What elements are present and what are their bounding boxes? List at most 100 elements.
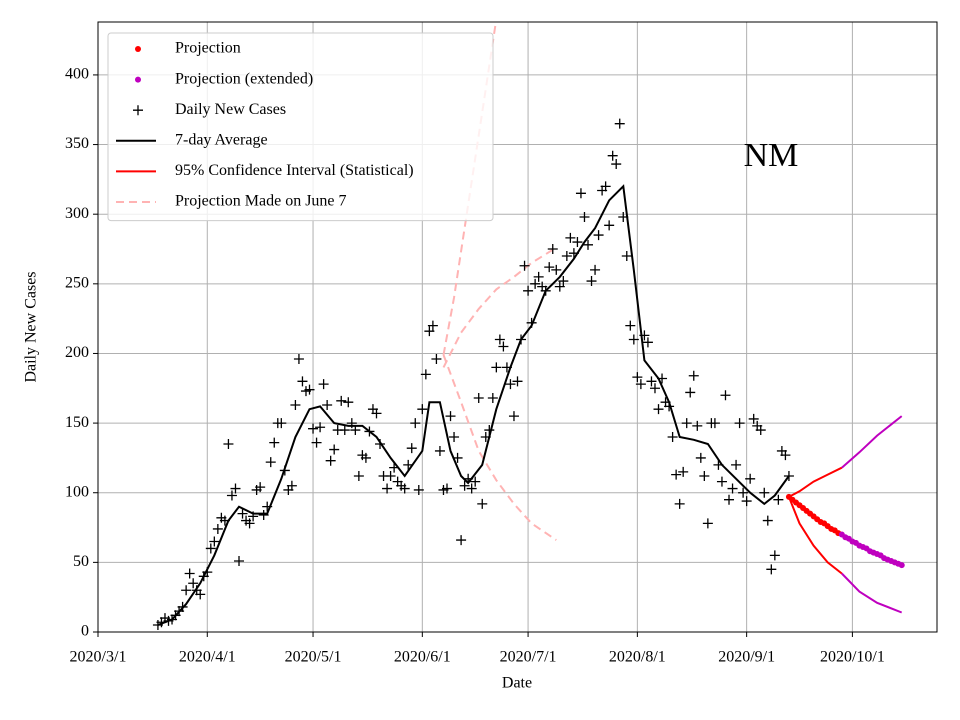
case-marker: [614, 118, 625, 129]
axes: 2020/3/1 2020/4/1 2020/5/1 2020/6/1 2020/7/1…: [65, 21, 938, 666]
case-marker: [720, 390, 731, 401]
x-tick-label: 2020/3/1: [70, 649, 127, 666]
case-marker: [205, 543, 216, 554]
grid: [97, 22, 937, 633]
case-marker: [671, 469, 682, 480]
case-marker: [741, 496, 752, 507]
case-marker: [554, 281, 565, 292]
case-marker: [678, 466, 689, 477]
case-marker: [551, 264, 562, 275]
case-marker: [487, 393, 498, 404]
case-marker: [607, 150, 618, 161]
legend-marker: [135, 46, 141, 52]
case-marker: [681, 418, 692, 429]
case-marker: [293, 354, 304, 365]
case-marker: [533, 271, 544, 282]
case-marker: [547, 244, 558, 255]
case-marker: [748, 413, 759, 424]
legend-marker: [135, 76, 141, 83]
case-marker: [561, 250, 572, 261]
case-marker: [498, 341, 509, 352]
x-tick-label: 2020/7/1: [500, 649, 557, 666]
legend-label: 7-day Average: [175, 131, 268, 148]
y-tick-label: 0: [81, 623, 89, 640]
case-marker: [226, 490, 237, 501]
case-marker: [755, 425, 766, 436]
case-marker: [773, 494, 784, 505]
case-marker: [311, 437, 322, 448]
case-marker: [181, 585, 192, 596]
case-marker: [473, 393, 484, 404]
case-marker: [646, 376, 657, 387]
legend-label: Projection: [175, 40, 241, 57]
case-marker: [508, 411, 519, 422]
case-marker: [223, 438, 234, 449]
case-marker: [424, 326, 435, 337]
case-marker: [336, 395, 347, 406]
case-marker: [269, 437, 280, 448]
case-marker: [445, 411, 456, 422]
case-marker: [579, 211, 590, 222]
case-marker: [688, 370, 699, 381]
y-tick-label: 250: [65, 274, 89, 291]
x-tick-label: 2020/5/1: [285, 649, 342, 666]
case-marker: [244, 518, 255, 529]
case-marker: [621, 250, 632, 261]
case-marker: [449, 432, 460, 443]
y-tick-label: 150: [65, 414, 89, 431]
case-marker: [642, 337, 653, 348]
case-marker: [759, 487, 770, 498]
case-marker: [360, 452, 371, 463]
ci-lower: [787, 496, 843, 575]
case-marker: [575, 188, 586, 199]
projection-dot: [898, 562, 905, 569]
case-marker: [441, 483, 452, 494]
case-marker: [702, 518, 713, 529]
case-marker: [234, 555, 245, 566]
case-marker: [255, 482, 266, 493]
case-marker: [188, 578, 199, 589]
case-marker: [308, 423, 319, 434]
case-marker: [410, 418, 421, 429]
case-marker: [209, 536, 220, 547]
case-marker: [212, 523, 223, 534]
case-marker: [505, 379, 516, 390]
x-axis-label: Date: [502, 675, 532, 692]
case-marker: [590, 264, 601, 275]
case-marker: [625, 320, 636, 331]
case-marker: [572, 237, 583, 248]
case-marker: [611, 159, 622, 170]
case-marker: [762, 515, 773, 526]
case-marker: [565, 232, 576, 243]
case-marker: [635, 379, 646, 390]
x-tick-label: 2020/4/1: [179, 649, 236, 666]
case-marker: [724, 494, 735, 505]
case-marker: [586, 276, 597, 287]
case-marker: [413, 484, 424, 495]
case-marker: [456, 535, 467, 546]
case-marker: [237, 508, 248, 519]
case-marker: [628, 334, 639, 345]
ci-lower: [841, 572, 903, 614]
case-marker: [470, 476, 481, 487]
case-marker: [780, 450, 791, 461]
old-projection-lower: [442, 354, 557, 541]
case-marker: [604, 220, 615, 231]
x-tick-label: 2020/10/1: [820, 649, 885, 666]
case-marker: [731, 459, 742, 470]
case-marker: [709, 418, 720, 429]
average-line: [157, 184, 790, 626]
x-tick-label: 2020/6/1: [394, 649, 451, 666]
case-marker: [195, 589, 206, 600]
case-marker: [494, 334, 505, 345]
x-tick-label: 2020/9/1: [718, 649, 775, 666]
case-marker: [304, 384, 315, 395]
y-axis-label: Daily New Cases: [23, 271, 40, 382]
y-tick-label: 50: [73, 553, 89, 570]
case-marker: [417, 404, 428, 415]
case-marker: [716, 476, 727, 487]
case-marker: [353, 471, 364, 482]
case-marker: [427, 320, 438, 331]
